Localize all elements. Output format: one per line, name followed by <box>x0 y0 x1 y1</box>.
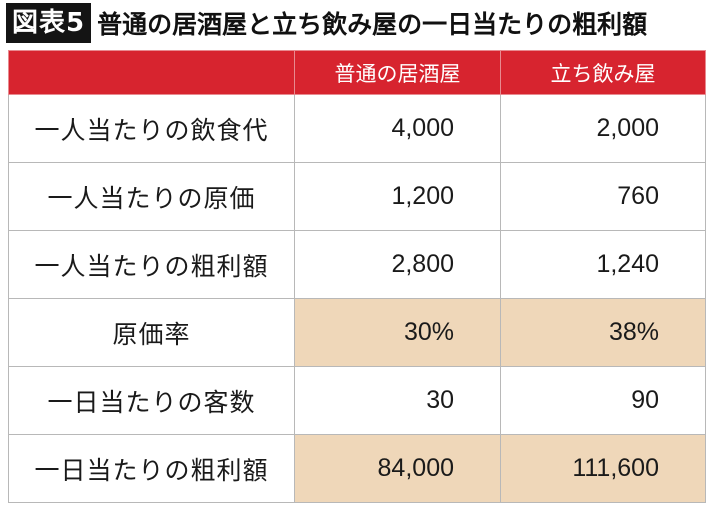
row-label: 一日当たりの粗利額 <box>8 434 295 503</box>
tachinomi-value: 2,000 <box>500 94 706 163</box>
izakaya-value: 4,000 <box>294 94 501 163</box>
tachinomi-value: 1,240 <box>500 230 706 299</box>
izakaya-value: 30% <box>294 298 501 367</box>
izakaya-value: 30 <box>294 366 501 435</box>
table-row: 一日当たりの粗利額 84,000 111,600 <box>8 434 706 503</box>
tachinomi-value: 90 <box>500 366 706 435</box>
table-row: 一日当たりの客数 30 90 <box>8 366 706 435</box>
izakaya-value: 84,000 <box>294 434 501 503</box>
tachinomi-value: 38% <box>500 298 706 367</box>
column-header-blank <box>8 50 295 95</box>
figure-number-badge: 図表5 <box>6 3 92 43</box>
row-label: 一日当たりの客数 <box>8 366 295 435</box>
column-header-izakaya: 普通の居酒屋 <box>294 50 501 95</box>
table-row: 一人当たりの粗利額 2,800 1,240 <box>8 230 706 299</box>
figure-header: 図表5 普通の居酒屋と立ち飲み屋の一日当たりの粗利額 <box>0 0 710 46</box>
row-label: 原価率 <box>8 298 295 367</box>
izakaya-value: 2,800 <box>294 230 501 299</box>
izakaya-value: 1,200 <box>294 162 501 231</box>
table-header-row: 普通の居酒屋 立ち飲み屋 <box>8 50 706 95</box>
comparison-table: 普通の居酒屋 立ち飲み屋 一人当たりの飲食代 4,000 2,000 一人当たり… <box>8 50 706 503</box>
table-row: 一人当たりの飲食代 4,000 2,000 <box>8 94 706 163</box>
table-row: 原価率 30% 38% <box>8 298 706 367</box>
figure-title: 普通の居酒屋と立ち飲み屋の一日当たりの粗利額 <box>97 10 648 39</box>
row-label: 一人当たりの原価 <box>8 162 295 231</box>
row-label: 一人当たりの粗利額 <box>8 230 295 299</box>
tachinomi-value: 111,600 <box>500 434 706 503</box>
table-row: 一人当たりの原価 1,200 760 <box>8 162 706 231</box>
tachinomi-value: 760 <box>500 162 706 231</box>
row-label: 一人当たりの飲食代 <box>8 94 295 163</box>
column-header-tachinomi: 立ち飲み屋 <box>500 50 706 95</box>
